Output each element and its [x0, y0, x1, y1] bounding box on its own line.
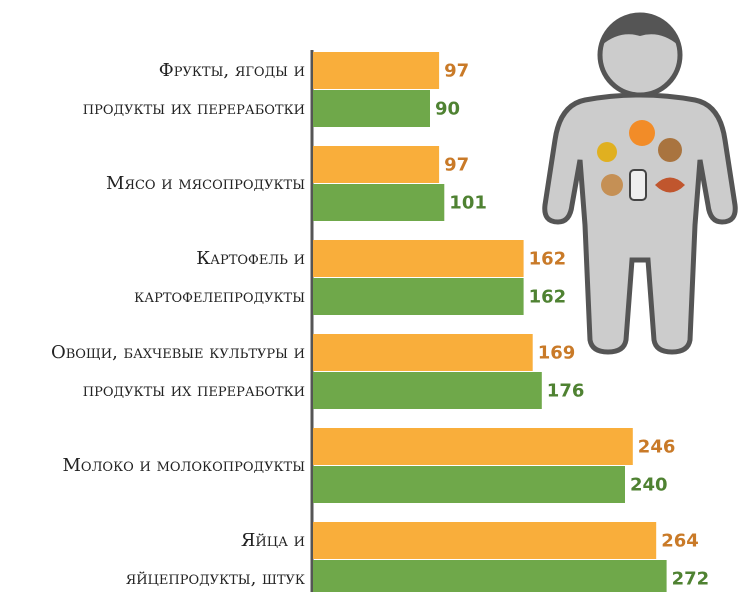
value-label: 90 [435, 99, 460, 120]
value-label: 246 [638, 437, 676, 458]
bar [313, 522, 656, 559]
page: {"chart_data": {"type": "bar", "orientat… [0, 0, 750, 592]
bar [313, 466, 625, 503]
bar [313, 428, 633, 465]
bar [313, 240, 524, 277]
bar [313, 90, 430, 127]
bar [313, 184, 444, 221]
value-label: 176 [547, 381, 585, 402]
bar [313, 372, 542, 409]
category-label: Яйца и яйцепродукты, штук [0, 522, 305, 598]
value-label: 162 [529, 249, 567, 270]
value-label: 240 [630, 475, 668, 496]
person-illustration [545, 14, 735, 352]
bar [313, 52, 439, 89]
value-label: 101 [449, 193, 487, 214]
bar [313, 560, 667, 592]
category-label: Фрукты, ягоды и продукты их переработки [0, 52, 305, 128]
value-label: 97 [444, 155, 469, 176]
value-label: 264 [661, 531, 699, 552]
value-label: 97 [444, 61, 469, 82]
bar [313, 146, 439, 183]
value-label: 169 [538, 343, 576, 364]
value-label: 272 [672, 569, 710, 590]
category-label: Овощи, бахчевые культуры и продукты их п… [0, 334, 305, 410]
bar [313, 278, 524, 315]
category-label: Молоко и молокопродукты [0, 447, 305, 485]
category-label: Мясо и мясопродукты [0, 165, 305, 203]
value-label: 162 [529, 287, 567, 308]
category-label: Картофель и картофелепродукты [0, 240, 305, 316]
bar [313, 334, 533, 371]
